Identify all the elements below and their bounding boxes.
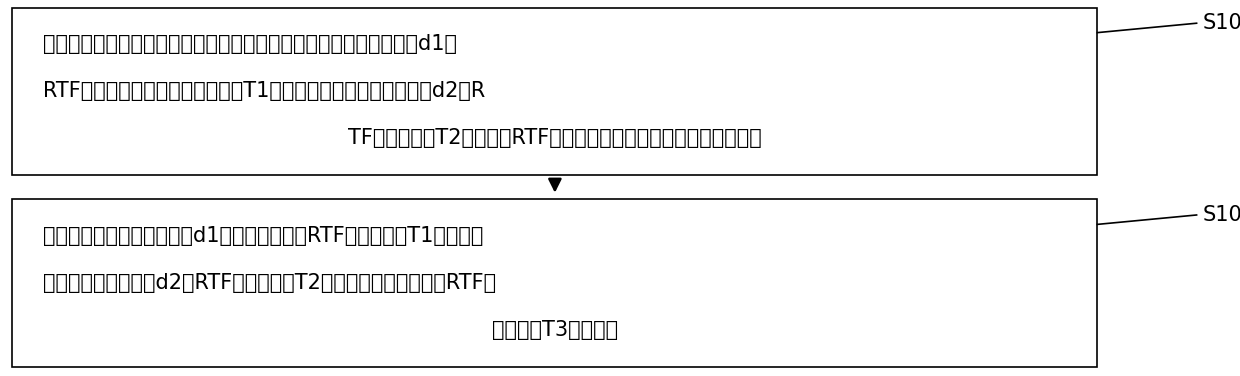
- Text: 在两种规格不同的带钢生产切换过程中，获取前一规格带钢的厚度值d1和: 在两种规格不同的带钢生产切换过程中，获取前一规格带钢的厚度值d1和: [43, 34, 458, 54]
- Text: 定温度值T3进行控制: 定温度值T3进行控制: [492, 320, 618, 340]
- Text: TF设定温度值T2。其中，RTF（辐射管加热段）位于退火炉的出口处: TF设定温度值T2。其中，RTF（辐射管加热段）位于退火炉的出口处: [348, 128, 761, 148]
- Text: 根据前一规格带钢的厚度值d1和辐射管加热段RTF设定温度值T1，以及后: 根据前一规格带钢的厚度值d1和辐射管加热段RTF设定温度值T1，以及后: [43, 226, 484, 246]
- Text: RTF（辐射管加热段）设定温度值T1，以及后一规格带钢的厚度值d2和R: RTF（辐射管加热段）设定温度值T1，以及后一规格带钢的厚度值d2和R: [43, 81, 486, 101]
- FancyBboxPatch shape: [12, 8, 1097, 175]
- Text: S101: S101: [1203, 205, 1240, 225]
- Text: S101: S101: [1203, 13, 1240, 33]
- Text: 一规格带钢的厚度值d2和RTF设定温度值T2，对生产切换过程中的RTF设: 一规格带钢的厚度值d2和RTF设定温度值T2，对生产切换过程中的RTF设: [43, 273, 496, 293]
- FancyBboxPatch shape: [12, 199, 1097, 367]
